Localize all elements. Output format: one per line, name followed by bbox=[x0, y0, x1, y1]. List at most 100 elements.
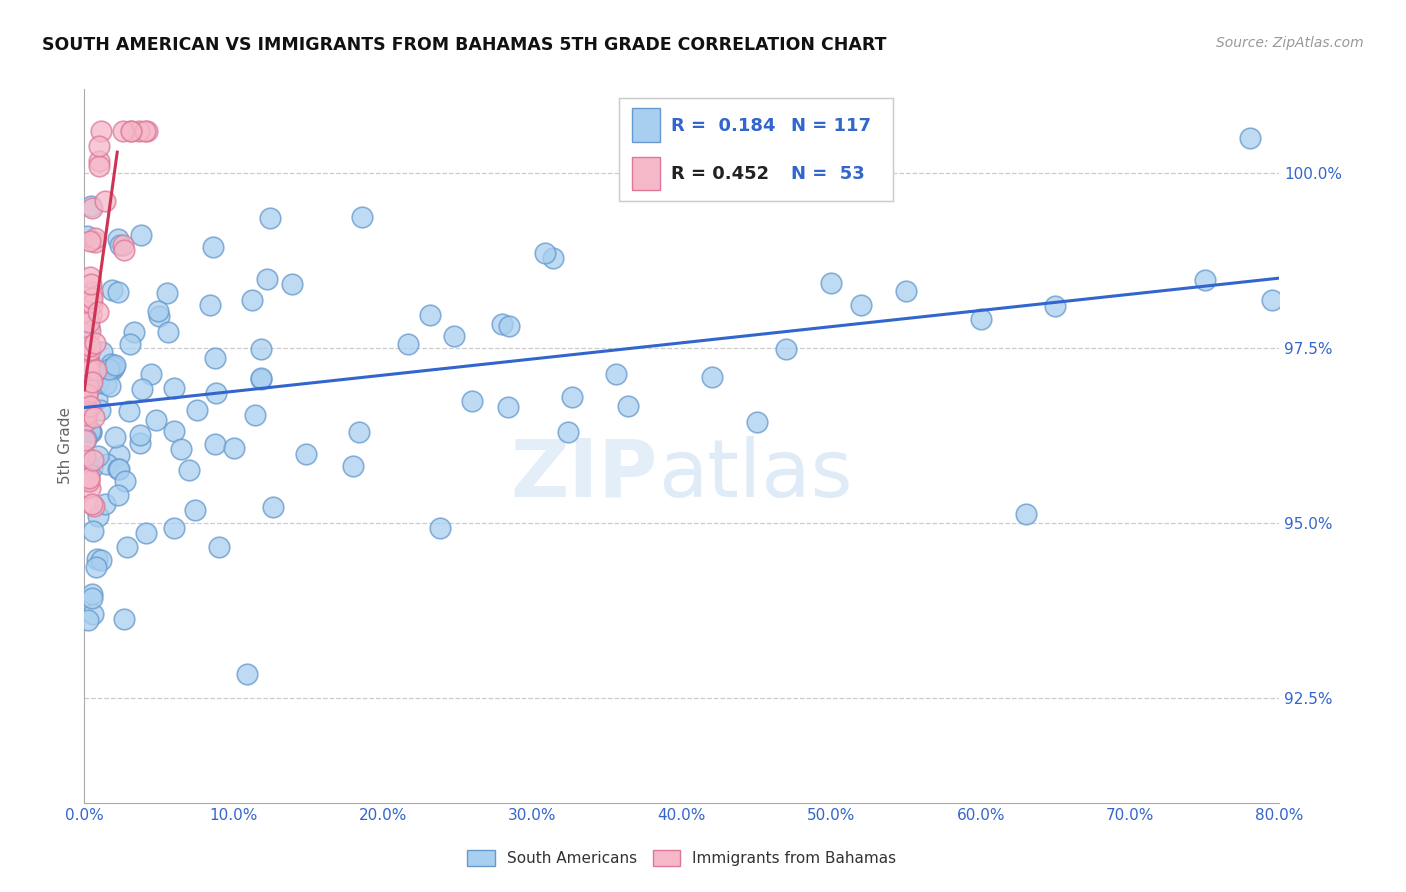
Point bbox=[205, 385, 228, 400]
Point bbox=[76, 401, 98, 416]
Point bbox=[98, 379, 121, 393]
Point bbox=[80, 309, 103, 323]
Point bbox=[87, 449, 110, 463]
Point bbox=[77, 474, 100, 488]
Point bbox=[100, 357, 122, 371]
Point bbox=[87, 138, 110, 153]
Point bbox=[77, 363, 100, 377]
Point bbox=[498, 319, 520, 334]
Point bbox=[79, 269, 101, 284]
Point bbox=[122, 325, 145, 339]
Point bbox=[129, 227, 152, 242]
Point bbox=[461, 394, 484, 409]
Point bbox=[101, 363, 124, 377]
Point bbox=[76, 404, 98, 418]
Point bbox=[145, 413, 167, 427]
Point bbox=[97, 362, 120, 376]
Point bbox=[111, 124, 134, 138]
Point bbox=[114, 474, 136, 488]
Point bbox=[820, 277, 842, 291]
Point bbox=[120, 336, 142, 351]
Point bbox=[80, 202, 103, 216]
Point bbox=[129, 428, 152, 442]
Point bbox=[107, 462, 129, 476]
Point bbox=[128, 124, 150, 138]
Point bbox=[208, 540, 231, 554]
Point bbox=[77, 471, 100, 485]
Point bbox=[104, 430, 127, 444]
Point bbox=[75, 432, 97, 446]
Point bbox=[73, 449, 96, 463]
Point bbox=[349, 425, 371, 440]
Point bbox=[84, 231, 107, 245]
Point bbox=[429, 521, 451, 535]
Text: N = 117: N = 117 bbox=[792, 117, 872, 135]
Point bbox=[75, 450, 97, 465]
Point bbox=[80, 296, 103, 310]
Point bbox=[76, 389, 98, 403]
Point bbox=[80, 425, 103, 440]
Point bbox=[1014, 507, 1036, 521]
Point bbox=[77, 315, 100, 329]
Point bbox=[79, 234, 101, 248]
Point bbox=[80, 497, 103, 511]
Point bbox=[204, 351, 226, 366]
Point bbox=[134, 124, 156, 138]
Point bbox=[82, 291, 104, 305]
Point bbox=[970, 312, 993, 326]
Point bbox=[163, 381, 186, 395]
Point bbox=[894, 284, 917, 298]
Point bbox=[396, 337, 419, 351]
Point bbox=[77, 320, 100, 334]
Point bbox=[86, 552, 108, 566]
Point bbox=[156, 285, 179, 300]
Point bbox=[84, 559, 107, 574]
Point bbox=[80, 591, 103, 605]
Point bbox=[256, 272, 278, 286]
Point bbox=[79, 325, 101, 339]
Point bbox=[86, 392, 108, 406]
Point bbox=[104, 358, 127, 372]
Point bbox=[851, 298, 873, 312]
Point bbox=[94, 497, 117, 511]
Point bbox=[90, 344, 112, 359]
Point bbox=[83, 409, 105, 424]
Point bbox=[1194, 273, 1216, 287]
Point bbox=[82, 285, 104, 300]
Point bbox=[80, 425, 103, 440]
Point bbox=[87, 159, 110, 173]
Point bbox=[77, 353, 100, 368]
Point bbox=[179, 463, 201, 477]
Point bbox=[79, 425, 101, 439]
Point bbox=[250, 371, 273, 385]
Point bbox=[107, 232, 129, 246]
FancyBboxPatch shape bbox=[633, 157, 659, 190]
Point bbox=[90, 124, 112, 138]
Point bbox=[245, 408, 267, 422]
Point bbox=[163, 424, 186, 438]
Point bbox=[294, 447, 316, 461]
Point bbox=[82, 607, 104, 621]
Text: Source: ZipAtlas.com: Source: ZipAtlas.com bbox=[1216, 36, 1364, 50]
Point bbox=[281, 277, 304, 292]
Point bbox=[112, 244, 135, 258]
Point bbox=[77, 357, 100, 371]
Point bbox=[617, 400, 640, 414]
Legend: South Americans, Immigrants from Bahamas: South Americans, Immigrants from Bahamas bbox=[460, 842, 904, 873]
Text: SOUTH AMERICAN VS IMMIGRANTS FROM BAHAMAS 5TH GRADE CORRELATION CHART: SOUTH AMERICAN VS IMMIGRANTS FROM BAHAMA… bbox=[42, 36, 887, 54]
Point bbox=[94, 376, 117, 391]
Point bbox=[169, 442, 191, 456]
FancyBboxPatch shape bbox=[633, 109, 659, 142]
Point bbox=[200, 298, 222, 312]
Point bbox=[259, 211, 281, 225]
Point bbox=[77, 471, 100, 485]
Text: atlas: atlas bbox=[658, 435, 852, 514]
Point bbox=[87, 376, 110, 391]
Point bbox=[112, 238, 135, 252]
Point bbox=[80, 199, 103, 213]
Point bbox=[83, 500, 105, 514]
Point bbox=[89, 402, 111, 417]
Point bbox=[262, 500, 284, 515]
Point bbox=[534, 246, 557, 260]
Point bbox=[76, 229, 98, 244]
